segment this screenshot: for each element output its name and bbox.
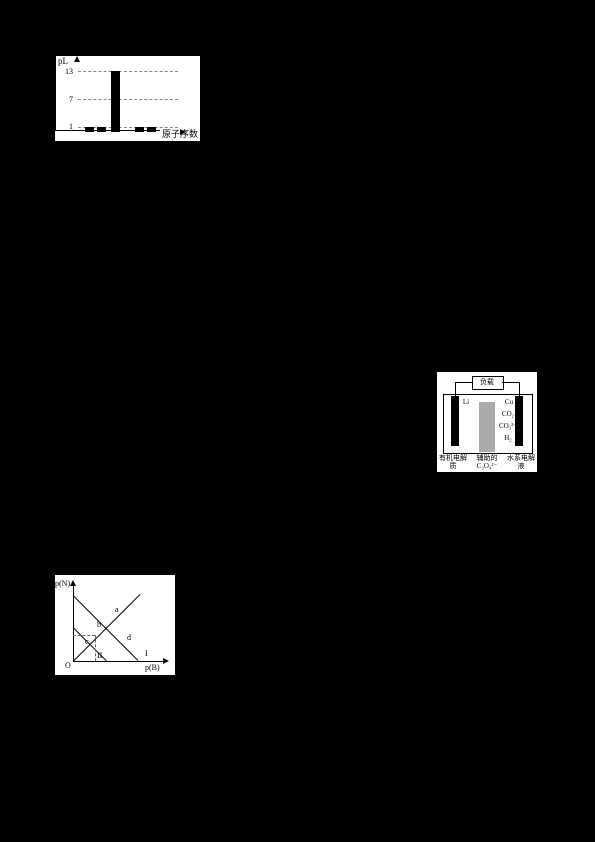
- y-axis-unit: pL: [58, 56, 68, 66]
- pt-d: d: [127, 633, 131, 642]
- bar-3: [111, 71, 120, 132]
- line-plot-figure: p(N) p(B) O a b c d I II: [55, 575, 175, 675]
- bar-2: [97, 127, 106, 132]
- species-0: CO₂: [497, 410, 519, 418]
- line-I: I: [145, 649, 148, 658]
- dash-h: [73, 635, 95, 636]
- gridline-13: [78, 71, 178, 72]
- ytick-7: 7: [55, 95, 73, 104]
- cell-diagram-figure: 负载 Li Cu CO₂ CO₃²⁻ H₂ 有机电解质 辅助的C₂O₄²⁻ 水系…: [437, 372, 537, 472]
- wire-right-h: [502, 382, 519, 383]
- plot-y-arrow: [70, 580, 76, 586]
- bar-chart-figure: pL 13 7 1 原子序数: [55, 56, 200, 141]
- right-caption: 水系电解液: [505, 454, 537, 470]
- dash-v: [95, 635, 96, 661]
- species-1: CO₃²⁻: [497, 422, 519, 430]
- pt-b: b: [97, 620, 101, 629]
- gridline-7: [78, 99, 178, 100]
- cu-label: Cu: [503, 398, 515, 406]
- plot-x-arrow: [163, 658, 169, 664]
- line-II: II: [97, 651, 102, 660]
- bar-1: [85, 127, 94, 132]
- plot-x-axis: [73, 661, 165, 662]
- plot-ylabel: p(N): [55, 579, 70, 588]
- li-label: Li: [459, 398, 473, 406]
- load-label: 负载: [472, 378, 502, 386]
- mid-caption: 辅助的C₂O₄²⁻: [469, 454, 505, 470]
- pt-c: c: [85, 637, 89, 646]
- bar-4: [135, 127, 144, 132]
- plot-origin: O: [65, 661, 71, 670]
- plot-xlabel: p(B): [145, 663, 160, 672]
- li-electrode: [451, 396, 459, 446]
- species-2: H₂: [497, 434, 519, 442]
- ytick-1: 1: [55, 122, 73, 131]
- wire-left-h: [455, 382, 472, 383]
- pt-a: a: [115, 605, 119, 614]
- x-axis-label: 原子序数: [162, 127, 198, 140]
- bar-5: [147, 127, 156, 132]
- ytick-13: 13: [55, 67, 73, 76]
- left-caption: 有机电解质: [437, 454, 469, 470]
- y-axis-arrow: [74, 56, 80, 62]
- separator-block: [479, 402, 495, 452]
